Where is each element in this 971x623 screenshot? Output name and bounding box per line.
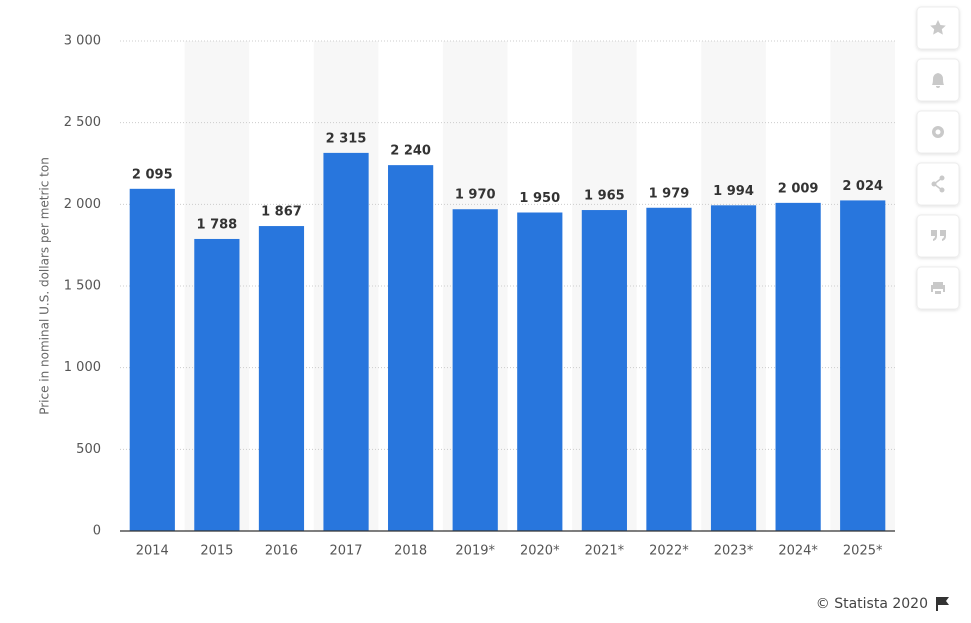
x-tick-label: 2025* — [843, 544, 883, 559]
x-tick-label: 2014 — [136, 544, 169, 559]
y-tick-label: 1 000 — [64, 360, 101, 375]
value-label: 1 867 — [261, 205, 302, 220]
value-label: 2 024 — [842, 179, 883, 194]
bar — [775, 202, 821, 531]
x-tick-label: 2016 — [265, 544, 298, 559]
value-label: 1 979 — [649, 186, 690, 201]
gear-icon — [932, 126, 944, 138]
value-label: 2 009 — [778, 181, 819, 196]
bar — [710, 205, 757, 531]
flag-icon — [936, 597, 949, 611]
bar — [388, 165, 434, 531]
bar — [581, 210, 627, 532]
value-label: 2 315 — [326, 131, 367, 146]
bar — [129, 188, 175, 532]
x-tick-label: 2022* — [649, 544, 689, 559]
source-credit: © Statista 2020 — [816, 596, 928, 612]
bar — [840, 200, 886, 531]
y-axis-label: Price in nominal U.S. dollars per metric… — [38, 157, 52, 415]
value-label: 1 970 — [455, 188, 496, 203]
value-label: 1 965 — [584, 189, 625, 204]
bar — [517, 212, 563, 531]
x-tick-label: 2021* — [585, 544, 625, 559]
value-label: 1 950 — [519, 191, 560, 206]
quote-icon — [931, 230, 946, 241]
value-label: 2 240 — [390, 144, 431, 159]
print-icon — [931, 282, 945, 294]
bar — [452, 209, 498, 531]
x-tick-label: 2023* — [714, 544, 754, 559]
x-tick-label: 2019* — [455, 544, 495, 559]
value-label: 2 095 — [132, 167, 173, 182]
y-tick-label: 3 000 — [64, 34, 101, 49]
y-tick-label: 500 — [76, 442, 101, 457]
bar — [646, 207, 692, 531]
y-tick-label: 2 500 — [64, 115, 101, 130]
share-icon — [931, 175, 945, 193]
plot: 0 500 1 000 1 500 2 000 2 500 3 000 2014 2 095 20… — [64, 34, 895, 559]
x-tick-label: 2015 — [200, 544, 233, 559]
bar — [258, 226, 305, 531]
x-tick-label: 2024* — [778, 544, 818, 559]
x-tick-label: 2018 — [394, 544, 427, 559]
share-button[interactable] — [916, 162, 960, 206]
y-tick-label: 1 500 — [64, 279, 101, 294]
y-tick-label: 2 000 — [64, 197, 101, 212]
value-label: 1 994 — [713, 184, 754, 199]
sidebar — [916, 6, 960, 310]
bell-icon — [932, 73, 944, 88]
bar — [323, 152, 369, 531]
x-tick-label: 2020* — [520, 544, 560, 559]
star-icon — [930, 20, 946, 35]
x-tick-label: 2017 — [329, 544, 362, 559]
bar — [194, 238, 240, 531]
y-tick-label: 0 — [93, 524, 101, 539]
cite-button[interactable] — [916, 214, 960, 258]
value-label: 1 788 — [197, 217, 238, 232]
